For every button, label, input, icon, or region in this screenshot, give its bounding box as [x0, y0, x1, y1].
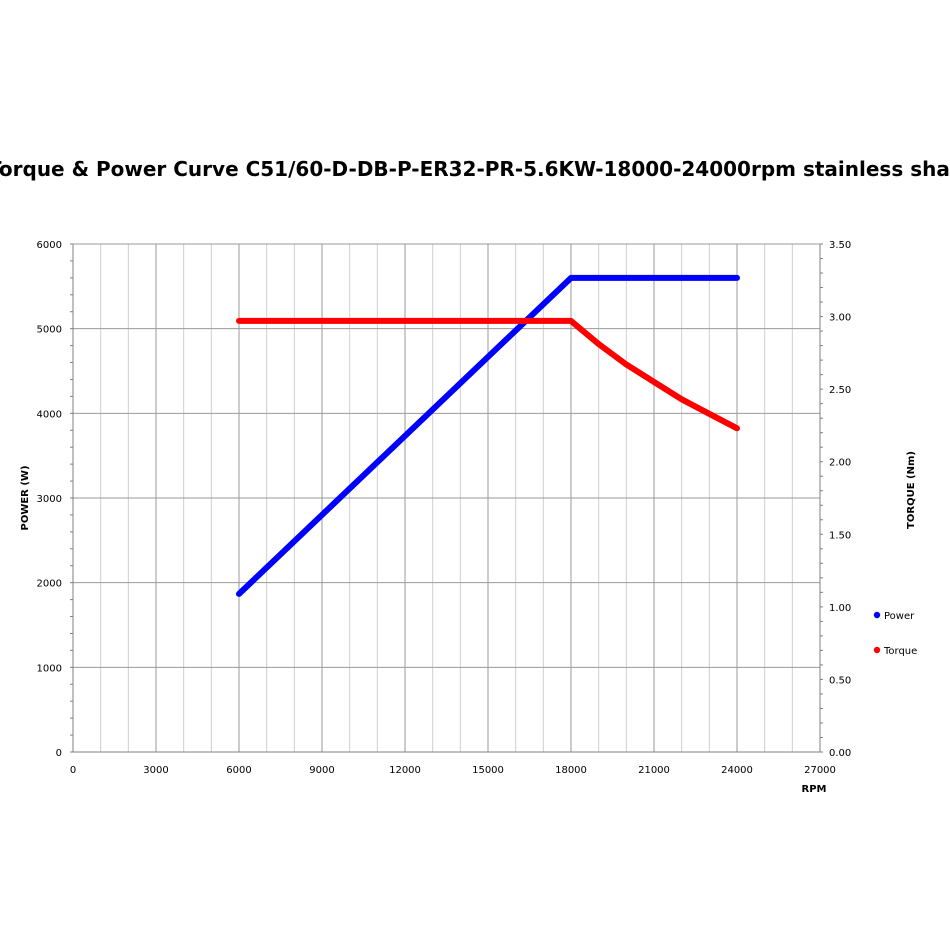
- y-tick-label: 5000: [37, 325, 62, 336]
- y2-axis-label: TORQUE (Nm): [906, 451, 917, 529]
- y2-tick-label: 2.50: [829, 385, 851, 396]
- x-tick-label: 27000: [804, 765, 836, 776]
- x-axis-ticks: 0 3000 6000 9000 12000 15000 18000 21000 24000 27…: [70, 765, 836, 776]
- chart-title: Torque & Power Curve C51/60-D-DB-P-ER32-…: [0, 157, 950, 181]
- y2-tick-label: 1.50: [829, 530, 851, 541]
- x-tick-label: 21000: [638, 765, 670, 776]
- legend-label-power: Power: [884, 611, 915, 622]
- x-tick-label: 0: [70, 765, 76, 776]
- x-tick-label: 3000: [143, 765, 168, 776]
- x-axis-label: RPM: [802, 784, 827, 795]
- y-tick-label: 2000: [37, 579, 62, 590]
- legend-marker-torque: [873, 646, 881, 654]
- y2-tick-label: 0.50: [829, 675, 851, 686]
- series-line-torque: [236, 317, 740, 432]
- series-line-power: [236, 274, 740, 597]
- y2-tick-label: 3.50: [829, 240, 851, 251]
- legend-marker-power: [873, 611, 881, 619]
- series-lines: [236, 274, 740, 597]
- x-tick-label: 9000: [309, 765, 334, 776]
- y2-axis-ticks: 0.00 0.50 1.00 1.50 2.00 2.50 3.00 3.50: [829, 240, 851, 759]
- y-tick-label: 0: [56, 748, 62, 759]
- y2-tick-label: 2.00: [829, 458, 851, 469]
- y2-tick-label: 0.00: [829, 748, 851, 759]
- axes: [70, 243, 823, 753]
- x-tick-label: 12000: [389, 765, 421, 776]
- legend-label-torque: Torque: [883, 646, 917, 657]
- x-tick-label: 6000: [226, 765, 251, 776]
- y-tick-label: 6000: [37, 240, 62, 251]
- y-axis-label: POWER (W): [20, 465, 31, 530]
- x-tick-label: 18000: [555, 765, 587, 776]
- y2-tick-label: 3.00: [829, 313, 851, 324]
- y-tick-label: 3000: [37, 494, 62, 505]
- y-tick-label: 1000: [37, 663, 62, 674]
- x-tick-label: 15000: [472, 765, 504, 776]
- y-axis-ticks: 0 1000 2000 3000 4000 5000 6000: [37, 240, 62, 759]
- y2-tick-label: 1.00: [829, 603, 851, 614]
- legend: Power Torque: [873, 611, 917, 657]
- y-tick-label: 4000: [37, 409, 62, 420]
- x-tick-label: 24000: [721, 765, 753, 776]
